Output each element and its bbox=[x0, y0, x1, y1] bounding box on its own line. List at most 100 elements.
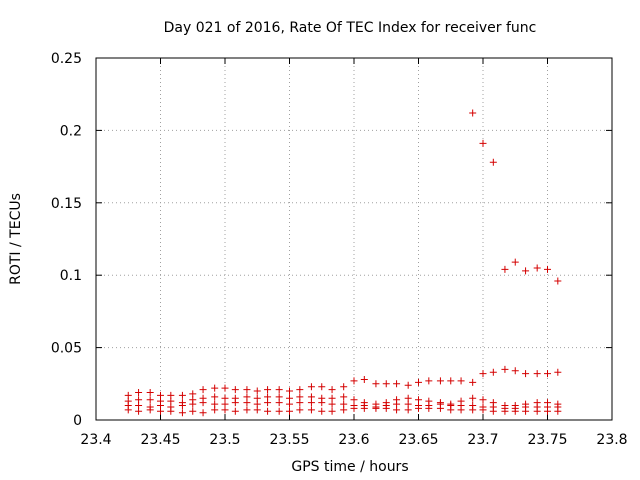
data-point bbox=[264, 386, 272, 394]
data-point bbox=[489, 368, 497, 376]
data-point bbox=[124, 406, 132, 414]
data-point bbox=[404, 381, 412, 389]
data-point bbox=[533, 407, 541, 415]
data-point bbox=[221, 384, 229, 392]
data-point bbox=[469, 394, 477, 402]
x-tick-label: 23.5 bbox=[209, 432, 240, 448]
data-point bbox=[178, 391, 186, 399]
data-point bbox=[501, 265, 509, 273]
chart-title: Day 021 of 2016, Rate Of TEC Index for r… bbox=[164, 20, 537, 36]
data-point bbox=[489, 407, 497, 415]
grid bbox=[96, 58, 612, 420]
x-tick-label: 23.4 bbox=[80, 432, 111, 448]
data-point bbox=[318, 399, 326, 407]
data-point bbox=[447, 406, 455, 414]
data-point bbox=[533, 264, 541, 272]
x-tick-label: 23.75 bbox=[527, 432, 567, 448]
data-point bbox=[231, 399, 239, 407]
data-point bbox=[146, 396, 154, 404]
data-point bbox=[264, 407, 272, 415]
data-point bbox=[296, 399, 304, 407]
data-point bbox=[286, 407, 293, 415]
data-point bbox=[211, 406, 219, 414]
y-tick-label: 0.05 bbox=[51, 341, 82, 357]
data-point bbox=[243, 406, 251, 414]
data-point bbox=[243, 399, 251, 407]
data-point bbox=[554, 368, 562, 376]
data-point bbox=[425, 404, 433, 412]
data-point bbox=[382, 380, 390, 388]
data-point bbox=[415, 378, 422, 386]
data-point bbox=[146, 406, 154, 414]
data-point bbox=[457, 377, 465, 385]
data-point bbox=[286, 387, 293, 395]
data-point bbox=[135, 388, 143, 396]
data-point bbox=[275, 407, 283, 415]
data-point bbox=[189, 400, 197, 408]
data-point bbox=[393, 406, 401, 414]
data-point bbox=[350, 377, 358, 385]
data-point bbox=[275, 399, 283, 407]
data-point bbox=[350, 404, 358, 412]
data-point bbox=[340, 406, 348, 414]
data-point bbox=[479, 396, 487, 404]
x-tick-label: 23.6 bbox=[338, 432, 369, 448]
data-point bbox=[199, 399, 207, 407]
data-point bbox=[522, 407, 530, 415]
data-point bbox=[447, 377, 455, 385]
data-point bbox=[511, 258, 519, 266]
data-point bbox=[296, 386, 304, 394]
data-point bbox=[404, 406, 412, 414]
series-spike bbox=[469, 109, 562, 285]
x-tick-label: 23.45 bbox=[140, 432, 180, 448]
x-tick-label: 23.65 bbox=[398, 432, 438, 448]
data-point bbox=[489, 158, 497, 166]
data-point bbox=[544, 407, 551, 415]
data-point bbox=[135, 407, 143, 415]
x-tick-labels: 23.4 23.45 23.5 23.55 23.6 23.65 23.7 23.75 23.8 bbox=[80, 432, 627, 448]
data-point bbox=[425, 377, 433, 385]
data-point bbox=[211, 384, 219, 392]
data-point bbox=[340, 383, 348, 391]
data-point bbox=[479, 370, 487, 378]
data-point bbox=[393, 380, 401, 388]
data-point bbox=[511, 407, 519, 415]
data-point bbox=[243, 386, 251, 394]
y-tick-label: 0.2 bbox=[60, 123, 82, 139]
y-tick-label: 0 bbox=[73, 413, 82, 429]
data-point bbox=[522, 370, 530, 378]
data-point bbox=[264, 399, 272, 407]
data-point bbox=[457, 406, 465, 414]
data-point bbox=[307, 406, 315, 414]
data-point bbox=[199, 386, 207, 394]
data-point bbox=[382, 404, 390, 412]
data-point bbox=[211, 393, 219, 401]
data-point bbox=[372, 404, 380, 412]
data-point bbox=[501, 365, 509, 373]
x-tick-label: 23.8 bbox=[596, 432, 627, 448]
data-point bbox=[318, 383, 326, 391]
series-top-trend bbox=[124, 365, 562, 399]
data-point bbox=[253, 387, 261, 395]
data-point bbox=[360, 404, 368, 412]
x-tick-label: 23.7 bbox=[467, 432, 498, 448]
data-point bbox=[189, 407, 197, 415]
data-point bbox=[307, 383, 315, 391]
data-point bbox=[415, 404, 422, 412]
data-point bbox=[533, 370, 541, 378]
plot-frame bbox=[95, 57, 613, 421]
x-axis-label: GPS time / hours bbox=[291, 459, 408, 475]
data-point bbox=[372, 380, 380, 388]
data-point bbox=[436, 404, 444, 412]
data-point bbox=[275, 386, 283, 394]
data-points bbox=[124, 109, 562, 417]
data-point bbox=[178, 409, 186, 417]
data-point bbox=[544, 370, 551, 378]
data-point bbox=[146, 388, 154, 396]
data-point bbox=[522, 267, 530, 275]
data-point bbox=[554, 277, 562, 285]
data-point bbox=[479, 139, 487, 147]
data-point bbox=[328, 386, 336, 394]
data-point bbox=[231, 386, 239, 394]
